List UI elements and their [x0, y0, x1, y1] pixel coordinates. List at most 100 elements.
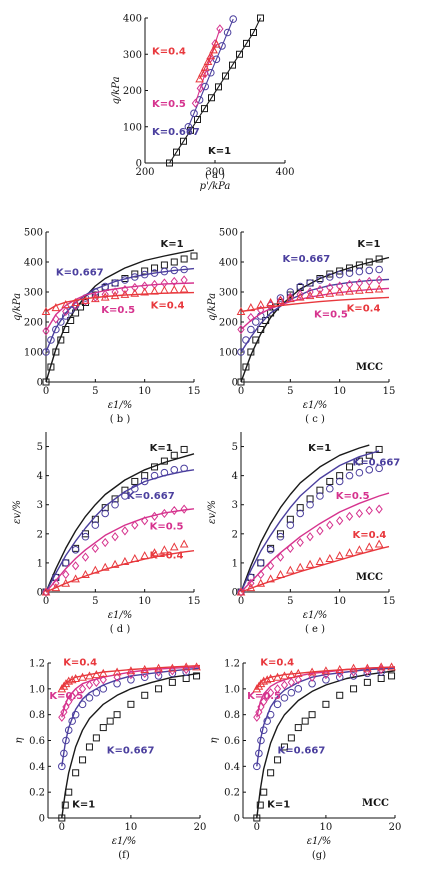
series-label: K=1 [160, 239, 183, 250]
triangle-marker [120, 556, 130, 565]
x-tick-label: 0 [238, 386, 244, 397]
square-marker [346, 463, 354, 471]
circle-marker [276, 294, 285, 302]
circle-marker [140, 270, 149, 279]
x-tick-label: 15 [383, 596, 396, 607]
diamond-marker [62, 702, 70, 712]
x-tick-label: 10 [125, 822, 138, 833]
square-marker [61, 801, 69, 809]
square-marker [375, 255, 383, 263]
y-tick-label: 400 [24, 258, 43, 269]
circle-marker [242, 336, 250, 344]
square-marker [182, 675, 190, 682]
x-tick-label: 5 [287, 386, 293, 397]
x-tick-label: 15 [188, 596, 201, 607]
triangle-marker [307, 667, 317, 676]
square-marker [113, 711, 121, 719]
diamond-marker [168, 666, 177, 676]
diamond-marker [365, 505, 373, 516]
circle-marker [306, 500, 314, 509]
x-axis-label: ε1/% [108, 400, 133, 411]
series-label: K=0.5 [49, 691, 83, 702]
circle-marker [286, 521, 295, 529]
circle-marker [287, 688, 296, 697]
triangle-marker [246, 583, 256, 592]
diamond-marker [170, 505, 178, 516]
triangle-marker [212, 39, 221, 48]
square-marker [72, 769, 80, 777]
circle-marker [190, 109, 198, 118]
diamond-marker [131, 282, 139, 293]
series-label: K=1 [267, 800, 290, 811]
y-tick-label: 300 [219, 288, 238, 299]
triangle-marker [98, 668, 108, 677]
diamond-marker [266, 561, 275, 571]
circle-marker [140, 477, 149, 486]
circle-marker [131, 484, 139, 493]
diamond-marker [336, 516, 344, 526]
series-label: K=0.5 [101, 305, 135, 316]
diamond-marker [111, 532, 119, 542]
triangle-marker [71, 574, 80, 583]
diamond-marker [62, 569, 70, 580]
triangle-marker [179, 284, 189, 293]
y-tick-label: 0 [234, 814, 240, 825]
diamond-marker [286, 543, 294, 553]
diamond-marker [42, 326, 50, 336]
y-tick-label: 400 [123, 14, 142, 25]
triangle-marker [387, 662, 396, 671]
square-marker [375, 445, 383, 453]
triangle-marker [59, 681, 69, 690]
triangle-marker [266, 297, 275, 306]
diamond-marker [65, 697, 73, 707]
triangle-marker [41, 587, 51, 596]
x-tick-label: 400 [275, 167, 294, 178]
y-tick-label: 0.6 [224, 736, 240, 747]
y-tick-label: 0.8 [224, 710, 240, 721]
square-marker [326, 270, 334, 278]
square-marker [276, 530, 284, 538]
y-tick-label: 1.0 [224, 684, 240, 695]
diamond-marker [216, 24, 224, 34]
triangle-marker [110, 559, 120, 568]
square-marker [363, 678, 371, 686]
square-marker [208, 94, 215, 102]
x-tick-label: 15 [188, 386, 201, 397]
triangle-marker [256, 679, 266, 688]
circle-marker [78, 700, 87, 709]
diamond-marker [52, 314, 60, 324]
diamond-marker [196, 83, 204, 93]
y-tick-label: 1.2 [224, 659, 240, 670]
diamond-marker [121, 526, 129, 536]
triangle-marker [287, 670, 296, 679]
circle-marker [296, 509, 305, 518]
square-marker [336, 691, 344, 699]
square-marker [237, 378, 245, 386]
square-marker [260, 788, 268, 796]
y-axis-label: η [209, 738, 220, 744]
x-tick-label: 300 [205, 167, 224, 178]
y-tick-label: 500 [24, 228, 43, 239]
y-tick-label: 2 [232, 529, 238, 540]
diamond-marker [101, 537, 109, 548]
diamond-marker [81, 552, 90, 562]
x-axis-label: ε1/% [303, 610, 328, 621]
triangle-marker [61, 300, 71, 309]
circle-marker [168, 669, 177, 678]
model-curve [61, 672, 201, 819]
circle-marker [61, 559, 70, 567]
circle-marker [377, 668, 385, 676]
diamond-marker [287, 677, 296, 687]
circle-marker [64, 726, 73, 734]
y-tick-label: 0.8 [29, 710, 45, 721]
triangle-marker [355, 285, 364, 294]
chart-panel-g: 0 0.2 0.4 0.6 0.8 1.0 1.2 0 10 20 ε1/% η K=0.4 K=0.5 K… [209, 658, 401, 861]
triangle-marker [140, 664, 150, 673]
square-marker [180, 445, 188, 453]
diamond-marker [85, 680, 94, 690]
square-marker [166, 159, 173, 167]
circle-marker [92, 688, 101, 697]
y-axis-label: q/kPa [207, 293, 218, 321]
circle-marker [365, 266, 374, 275]
triangle-marker [325, 553, 335, 563]
